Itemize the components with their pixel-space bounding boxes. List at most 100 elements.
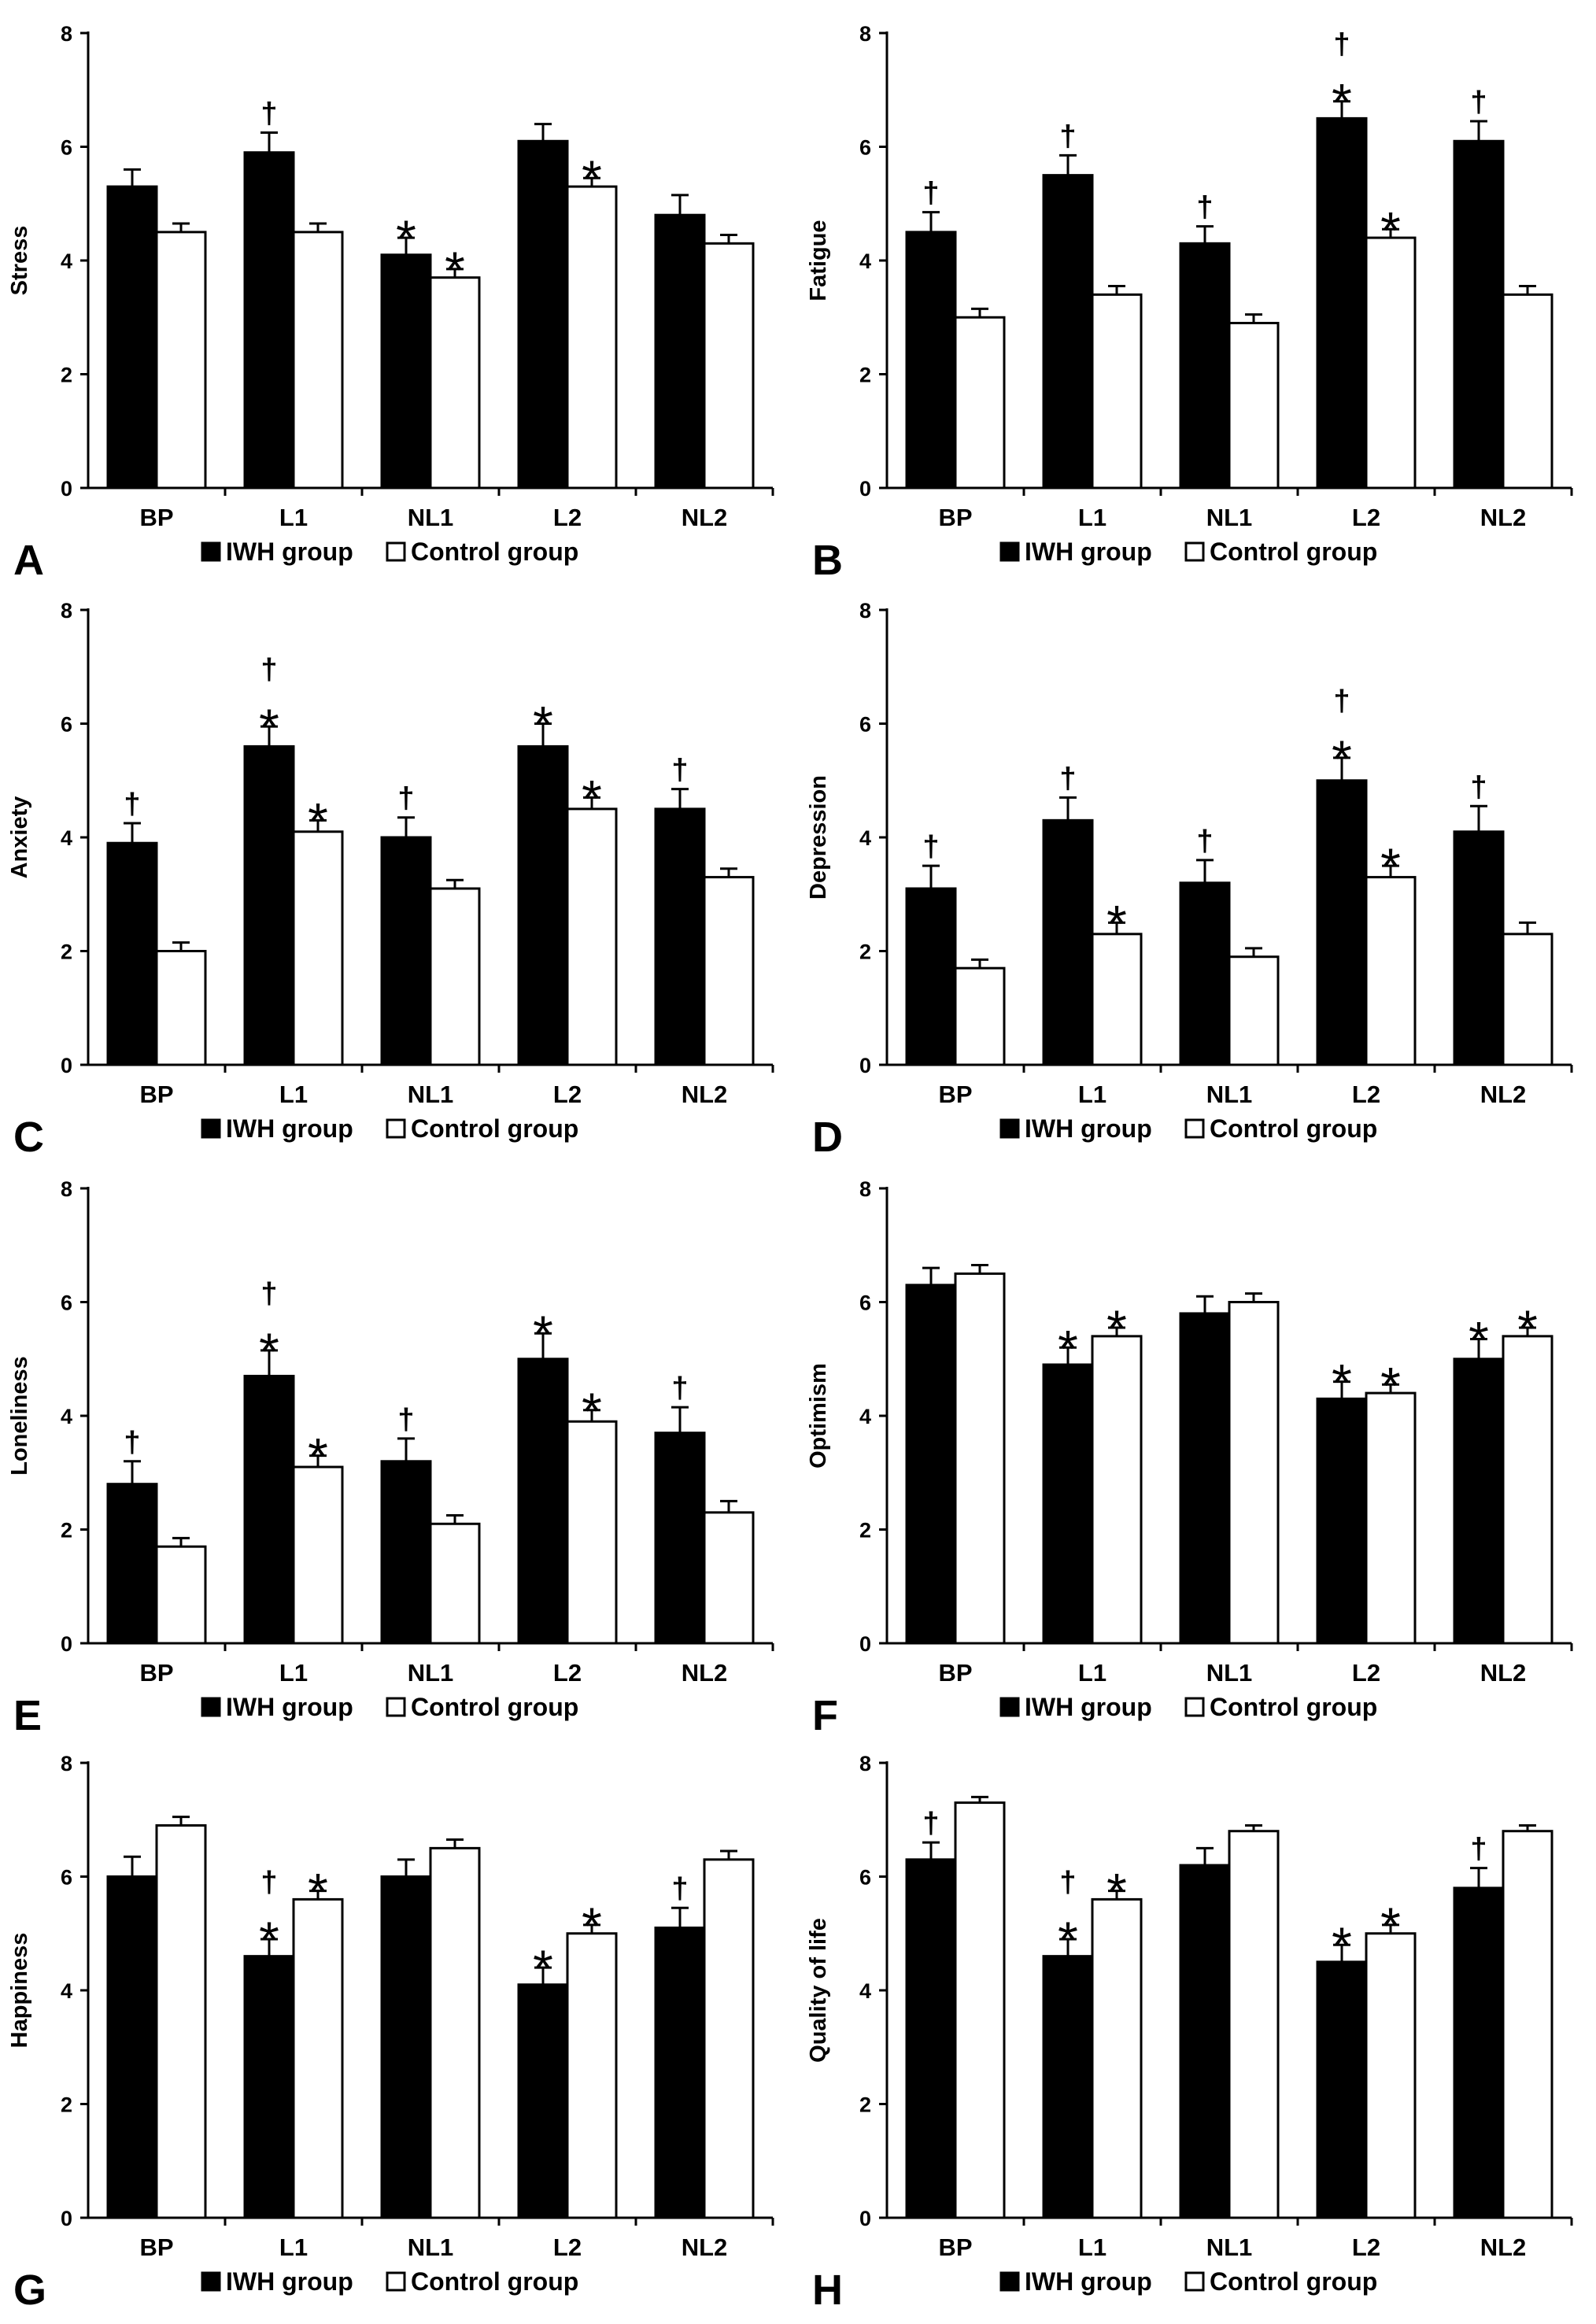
panel-d-y-tick-label: 0 (859, 1054, 871, 1077)
panel-g-bar-iwh-bp (106, 1875, 158, 2219)
panel-d-y-tick-label: 6 (859, 713, 871, 737)
panel-e-y-tick-label: 0 (61, 1632, 72, 1656)
panel-g-significance-star: * (533, 1939, 553, 1997)
panel-f-x-tick-label: NL2 (1480, 1659, 1527, 1687)
panel-b-bar-control-bp (954, 316, 1006, 490)
panel-e-significance-dagger: † (124, 1426, 140, 1459)
panel-d-significance-dagger: † (1333, 685, 1350, 718)
panel-b-significance-star: * (1380, 201, 1401, 259)
panel-g-x-tick-label: NL2 (682, 2233, 728, 2261)
panel-a-bar-control-l2 (566, 185, 618, 490)
panel-h-bar-iwh-nl1 (1179, 1864, 1231, 2219)
panel-c-legend-swatch-iwh (201, 1118, 221, 1139)
panel-c-y-axis-label: Anxiety (7, 796, 32, 879)
panel-e-letter: E (13, 1692, 42, 1739)
panel-a-legend-label-iwh: IWH group (226, 538, 353, 566)
panel-b-bar-control-l2 (1365, 236, 1417, 490)
panel-a-y-tick-label: 2 (61, 364, 72, 387)
panel-d-y-tick-label: 8 (859, 599, 871, 623)
panel-b-legend-swatch-iwh (999, 541, 1020, 562)
panel-e-legend-swatch-iwh (201, 1697, 221, 1717)
panel-c-bar-iwh-nl2 (654, 807, 706, 1066)
panel-h-significance-dagger: † (1059, 1866, 1076, 1899)
panel-c-significance-star: * (308, 792, 328, 850)
panel-b-significance-dagger: † (1196, 191, 1213, 224)
panel-g-letter: G (13, 2267, 46, 2314)
panel-e-y-tick-label: 4 (61, 1405, 72, 1428)
panel-f-x-tick-label: NL1 (1206, 1659, 1253, 1687)
panel-d-bar-control-nl1 (1228, 955, 1280, 1066)
panel-h-bar-iwh-l2 (1316, 1960, 1368, 2219)
panel-b-y-tick-label: 6 (859, 136, 871, 160)
panel-b-bar-control-nl2 (1502, 293, 1554, 490)
panel-g-significance-star: * (308, 1863, 328, 1921)
panel-e-significance-dagger: † (671, 1372, 688, 1405)
panel-a-significance-star: * (396, 209, 416, 268)
panel-d-letter: D (812, 1114, 843, 1161)
panel-a-bar-iwh-nl1 (380, 253, 432, 490)
panel-h-significance-dagger: † (1470, 1833, 1487, 1866)
panel-d-bar-control-bp (954, 966, 1006, 1066)
panel-h-x-tick-label: BP (938, 2233, 972, 2261)
panel-e-bar-iwh-l1 (243, 1374, 295, 1645)
panel-f-bar-control-bp (954, 1272, 1006, 1645)
panel-e-significance-star: * (582, 1382, 602, 1440)
panel-d-x-tick-label: NL1 (1206, 1081, 1253, 1108)
panel-g-x-tick-label: L1 (279, 2233, 308, 2261)
panel-a-bar-control-nl1 (429, 276, 481, 490)
panel-c-x-tick-label: L1 (279, 1081, 308, 1108)
panel-a-bar-iwh-nl2 (654, 213, 706, 490)
panel-g-y-tick-label: 2 (61, 2093, 72, 2117)
panel-h-x-tick-label: NL2 (1480, 2233, 1527, 2261)
panel-f-bar-control-l1 (1091, 1335, 1143, 1645)
panel-f-significance-star: * (1517, 1299, 1538, 1358)
panel-c-bar-iwh-l1 (243, 744, 295, 1066)
panel-g-bar-iwh-nl1 (380, 1875, 432, 2219)
panel-d-bar-iwh-nl2 (1453, 830, 1505, 1066)
panel-f-significance-star: * (1332, 1354, 1352, 1412)
panel-d-legend-swatch-iwh (999, 1118, 1020, 1139)
panel-e-significance-dagger: † (260, 1277, 277, 1310)
panel-e-bar-control-l1 (292, 1465, 344, 1645)
panel-e-bar-control-l2 (566, 1420, 618, 1645)
panel-b-bar-control-l1 (1091, 293, 1143, 490)
panel-e-legend-label-iwh: IWH group (226, 1693, 353, 1721)
panel-h-y-tick-label: 6 (859, 1866, 871, 1890)
panel-f-significance-star: * (1469, 1310, 1489, 1369)
panel-c-significance-dagger: † (124, 788, 140, 821)
panel-f-bar-control-nl1 (1228, 1301, 1280, 1645)
panel-a-significance-star: * (445, 241, 465, 299)
panel-e-legend-label-control: Control group (411, 1693, 578, 1721)
panel-f-x-tick-label: L1 (1078, 1659, 1106, 1687)
panel-b-bar-iwh-nl2 (1453, 139, 1505, 490)
panel-g-significance-dagger: † (671, 1872, 688, 1905)
panel-f-bar-iwh-nl1 (1179, 1312, 1231, 1645)
panel-a-x-tick-label: BP (139, 504, 173, 531)
panel-c-bar-iwh-l2 (517, 744, 569, 1066)
panel-b-y-tick-label: 2 (859, 364, 871, 387)
panel-a-y-tick-label: 4 (61, 249, 72, 273)
panel-e-bar-iwh-nl2 (654, 1432, 706, 1645)
panel-h-y-axis-label: Quality of life (806, 1918, 831, 2063)
panel-c-significance-star: * (533, 696, 553, 754)
panel-c-bar-control-nl2 (703, 876, 755, 1066)
panel-f-legend-swatch-control (1184, 1697, 1205, 1717)
chart-panel-c: 0 2 4 6 8 Anxiety BP † L1 * † * NL1 † L2 * * NL2 † C IWH gro… (7, 599, 774, 1161)
panel-f-y-axis-label: Optimism (806, 1363, 831, 1469)
panel-e-x-tick-label: BP (139, 1659, 173, 1687)
panel-c-legend-label-control: Control group (411, 1114, 578, 1143)
panel-f-bar-iwh-bp (905, 1284, 957, 1645)
panel-f-y-tick-label: 6 (859, 1291, 871, 1315)
panel-d-y-tick-label: 4 (859, 826, 871, 850)
panel-g-significance-star: * (582, 1897, 602, 1955)
panel-c-y-tick-label: 2 (61, 940, 72, 964)
panel-e-bar-control-nl2 (703, 1511, 755, 1645)
panel-c-significance-star: * (582, 769, 602, 827)
panel-b-x-tick-label: L2 (1352, 504, 1380, 531)
panel-f-legend-label-control: Control group (1210, 1693, 1377, 1721)
panel-a-y-tick-label: 6 (61, 136, 72, 160)
panel-h-significance-dagger: † (922, 1807, 939, 1840)
panel-c-x-tick-label: NL1 (408, 1081, 454, 1108)
panel-a-bar-iwh-l2 (517, 139, 569, 490)
